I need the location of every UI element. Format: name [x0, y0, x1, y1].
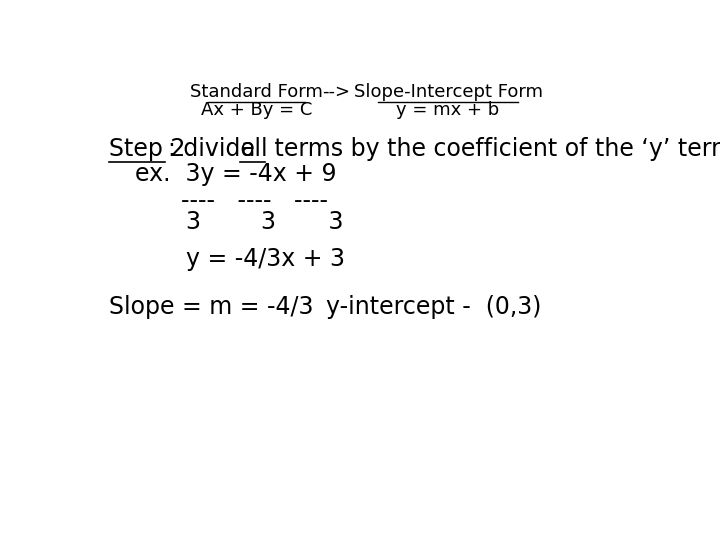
Text: y-intercept -  (0,3): y-intercept - (0,3)	[326, 295, 541, 319]
Text: Slope = m = -4/3: Slope = m = -4/3	[109, 295, 314, 319]
Text: : divide: : divide	[168, 137, 262, 161]
Text: terms by the coefficient of the ‘y’ term: terms by the coefficient of the ‘y’ term	[266, 137, 720, 161]
Text: 3        3       3: 3 3 3	[186, 210, 343, 234]
Text: all: all	[240, 137, 268, 161]
Text: Step 2: Step 2	[109, 137, 186, 161]
Text: y = -4/3x + 3: y = -4/3x + 3	[186, 247, 345, 271]
Text: y = mx + b: y = mx + b	[397, 100, 500, 119]
Text: Ax + By = C: Ax + By = C	[201, 100, 312, 119]
Text: ex.  3y = -4x + 9: ex. 3y = -4x + 9	[135, 163, 336, 186]
Text: -->: -->	[323, 83, 351, 101]
Text: Slope-Intercept Form: Slope-Intercept Form	[354, 83, 543, 101]
Text: Standard Form: Standard Form	[190, 83, 323, 101]
Text: ----   ----   ----: ---- ---- ----	[181, 188, 328, 213]
